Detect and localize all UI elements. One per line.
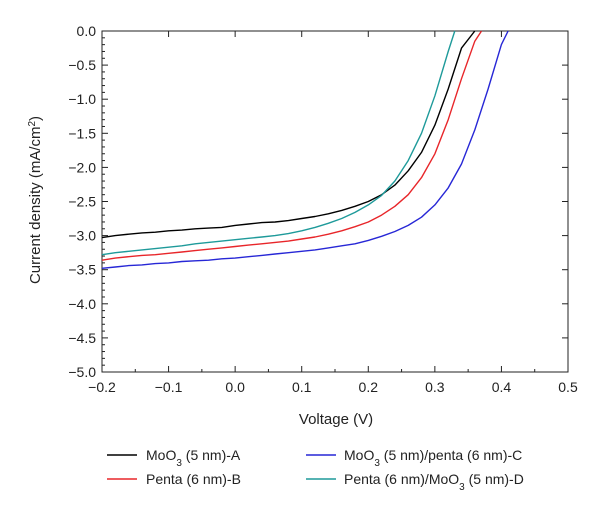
y-tick-label: −5.0 xyxy=(68,364,96,380)
series-line-d xyxy=(101,30,456,256)
y-tick-label: −1.5 xyxy=(68,125,96,141)
legend-label-d-sub: 3 xyxy=(459,482,465,493)
legend-label-b-base: Penta (6 nm)-B xyxy=(146,471,241,487)
legend-item-b: Penta (6 nm)-B xyxy=(107,471,241,487)
x-tick-label: −0.2 xyxy=(88,379,116,395)
x-tick-label: 0.2 xyxy=(359,379,379,395)
legend-item-c: MoO3 (5 nm)/penta (6 nm)-C xyxy=(306,447,522,469)
y-axis-title: Current density (mA/cm2) xyxy=(27,116,45,284)
legend-label-c-sub: 3 xyxy=(374,458,380,469)
y-tick-label: −1.0 xyxy=(68,91,96,107)
x-axis-ticks: −0.2 −0.1 0.0 0.1 0.2 0.3 0.4 0.5 xyxy=(88,31,578,395)
y-tick-label: −3.5 xyxy=(68,262,96,278)
y-axis-title-end: ) xyxy=(27,116,44,121)
series-line-c xyxy=(101,30,509,269)
legend-label-b: Penta (6 nm)-B xyxy=(146,471,241,487)
legend-label-a-sub: 3 xyxy=(176,458,182,469)
series-line-a xyxy=(101,30,476,239)
legend-label-d-base: Penta (6 nm)/MoO xyxy=(344,471,459,487)
series-line-b xyxy=(101,30,483,261)
x-tick-label: −0.1 xyxy=(155,379,183,395)
y-tick-label: −3.0 xyxy=(68,228,96,244)
y-tick-label: −2.5 xyxy=(68,194,96,210)
legend-label-d-rest: (5 nm)-D xyxy=(465,471,524,487)
legend-label-c: MoO3 (5 nm)/penta (6 nm)-C xyxy=(344,447,522,469)
plot-border xyxy=(101,30,569,373)
x-axis-title: Voltage (V) xyxy=(299,411,373,428)
legend-label-c-rest: (5 nm)/penta (6 nm)-C xyxy=(380,447,522,463)
x-tick-label: 0.1 xyxy=(292,379,312,395)
legend-item-d: Penta (6 nm)/MoO3 (5 nm)-D xyxy=(306,471,524,493)
legend: MoO3 (5 nm)-A Penta (6 nm)-B MoO3 (5 nm)… xyxy=(107,447,524,493)
x-tick-label: 0.5 xyxy=(558,379,578,395)
y-axis-title-sup: 2 xyxy=(27,121,38,127)
y-tick-label: −2.0 xyxy=(68,159,96,175)
y-axis-ticks: 0.0 −0.5 −1.0 −1.5 −2.0 −2.5 −3.0 −3.5 −4.0 −4.5 −… xyxy=(68,23,568,380)
x-tick-label: 0.4 xyxy=(492,379,512,395)
x-tick-label: 0.3 xyxy=(425,379,445,395)
y-tick-label: −4.0 xyxy=(68,296,96,312)
legend-label-c-base: MoO xyxy=(344,447,374,463)
series-lines xyxy=(101,30,509,269)
legend-label-a-rest: (5 nm)-A xyxy=(182,447,241,463)
y-tick-label: 0.0 xyxy=(77,23,97,39)
plot-frame xyxy=(101,30,569,373)
legend-label-d: Penta (6 nm)/MoO3 (5 nm)-D xyxy=(344,471,524,493)
y-axis-title-main: Current density (mA/cm xyxy=(27,127,44,285)
y-tick-label: −0.5 xyxy=(68,57,96,73)
x-tick-label: 0.0 xyxy=(225,379,245,395)
legend-label-a: MoO3 (5 nm)-A xyxy=(146,447,241,469)
y-tick-label: −4.5 xyxy=(68,330,96,346)
legend-label-a-base: MoO xyxy=(146,447,176,463)
legend-item-a: MoO3 (5 nm)-A xyxy=(107,447,241,469)
